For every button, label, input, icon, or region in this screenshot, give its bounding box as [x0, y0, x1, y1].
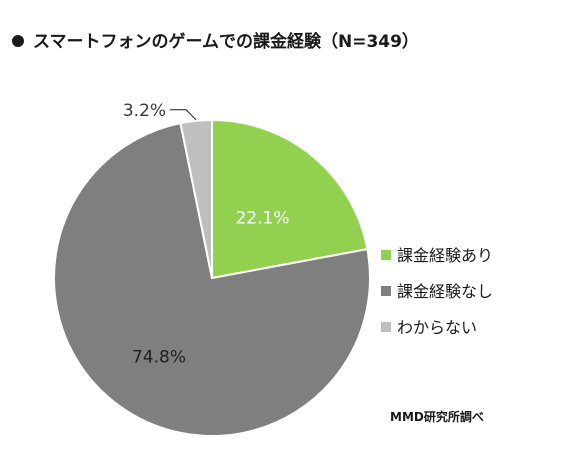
slice-label-unknown: 3.2% [123, 101, 166, 121]
legend-label-no-purchase: 課金経験なし [397, 282, 493, 301]
legend-swatch-unknown [381, 322, 391, 332]
pie-slices [53, 118, 371, 437]
chart-title: スマートフォンのゲームでの課金経験（N=349） [33, 31, 419, 52]
slice-label-with-purchase: 22.1% [235, 208, 289, 228]
title-bullet-icon [12, 35, 24, 47]
legend-label-unknown: わからない [397, 318, 477, 337]
slice-label-no-purchase: 74.8% [132, 348, 186, 368]
pie-slice-no-purchase [53, 121, 371, 437]
leader-line-unknown [170, 109, 197, 121]
pie-slice-with-purchase [211, 118, 369, 280]
legend-label-with-purchase: 課金経験あり [397, 246, 493, 265]
legend-swatch-with-purchase [381, 250, 391, 260]
source-note: MMD研究所調べ [390, 409, 484, 424]
legend-swatch-no-purchase [381, 286, 391, 296]
pie-slice-unknown [179, 118, 213, 279]
slice-labels: 22.1% 74.8% 3.2% [123, 101, 290, 368]
